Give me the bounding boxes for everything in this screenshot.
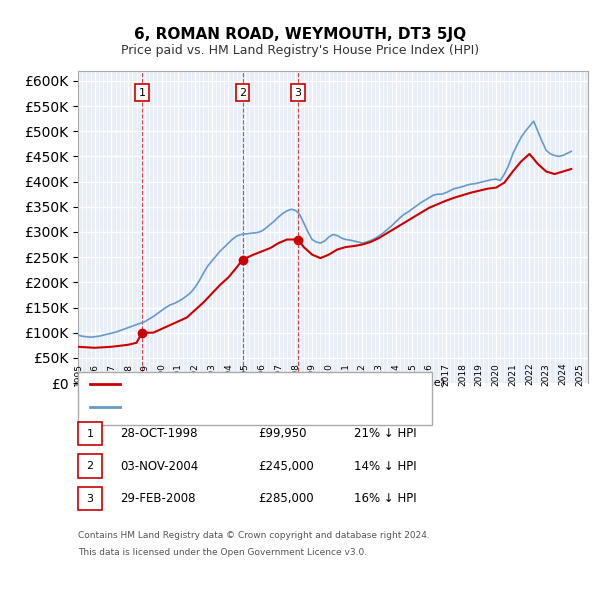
Text: 2019: 2019 <box>475 363 484 386</box>
Text: 2014: 2014 <box>391 363 400 386</box>
Text: HPI: Average price, detached house, Dorset: HPI: Average price, detached house, Dors… <box>126 402 369 412</box>
Text: 16% ↓ HPI: 16% ↓ HPI <box>354 492 416 505</box>
Text: Contains HM Land Registry data © Crown copyright and database right 2024.: Contains HM Land Registry data © Crown c… <box>78 531 430 540</box>
Text: 21% ↓ HPI: 21% ↓ HPI <box>354 427 416 440</box>
Text: 2001: 2001 <box>174 363 183 386</box>
Text: 2018: 2018 <box>458 363 467 386</box>
Text: 3: 3 <box>295 88 302 98</box>
Text: 03-NOV-2004: 03-NOV-2004 <box>120 460 198 473</box>
Text: 2007: 2007 <box>274 363 283 386</box>
Text: Price paid vs. HM Land Registry's House Price Index (HPI): Price paid vs. HM Land Registry's House … <box>121 44 479 57</box>
Text: 14% ↓ HPI: 14% ↓ HPI <box>354 460 416 473</box>
Text: 2005: 2005 <box>241 363 250 386</box>
Text: 2015: 2015 <box>408 363 417 386</box>
Text: 2002: 2002 <box>191 363 200 386</box>
Text: 2: 2 <box>239 88 246 98</box>
Text: £245,000: £245,000 <box>258 460 314 473</box>
Text: 6, ROMAN ROAD, WEYMOUTH, DT3 5JQ: 6, ROMAN ROAD, WEYMOUTH, DT3 5JQ <box>134 27 466 41</box>
Text: 2024: 2024 <box>559 363 568 385</box>
Text: 1996: 1996 <box>90 363 99 386</box>
Text: 2004: 2004 <box>224 363 233 386</box>
Text: 2: 2 <box>86 461 94 471</box>
Text: 2010: 2010 <box>325 363 334 386</box>
Text: 6, ROMAN ROAD, WEYMOUTH, DT3 5JQ (detached house): 6, ROMAN ROAD, WEYMOUTH, DT3 5JQ (detach… <box>126 379 445 388</box>
Text: 28-OCT-1998: 28-OCT-1998 <box>120 427 197 440</box>
Text: 2011: 2011 <box>341 363 350 386</box>
Text: 1: 1 <box>86 429 94 438</box>
Text: 1998: 1998 <box>124 363 133 386</box>
Text: 1997: 1997 <box>107 363 116 386</box>
Text: 1995: 1995 <box>74 363 83 386</box>
Text: 2022: 2022 <box>525 363 534 385</box>
Text: 2008: 2008 <box>291 363 300 386</box>
Text: 2020: 2020 <box>491 363 500 386</box>
Text: 2021: 2021 <box>508 363 517 386</box>
Text: £285,000: £285,000 <box>258 492 314 505</box>
Text: 2006: 2006 <box>257 363 266 386</box>
Text: 2003: 2003 <box>207 363 216 386</box>
Text: 2025: 2025 <box>575 363 584 386</box>
Text: 29-FEB-2008: 29-FEB-2008 <box>120 492 196 505</box>
Text: 1: 1 <box>139 88 146 98</box>
Text: This data is licensed under the Open Government Licence v3.0.: This data is licensed under the Open Gov… <box>78 548 367 556</box>
Text: 2012: 2012 <box>358 363 367 386</box>
Text: 2009: 2009 <box>308 363 317 386</box>
Text: £99,950: £99,950 <box>258 427 307 440</box>
Text: 1999: 1999 <box>140 363 149 386</box>
Text: 2013: 2013 <box>374 363 383 386</box>
Text: 2017: 2017 <box>442 363 451 386</box>
Text: 2000: 2000 <box>157 363 166 386</box>
Text: 2016: 2016 <box>425 363 434 386</box>
Text: 3: 3 <box>86 494 94 503</box>
Text: 2023: 2023 <box>542 363 551 386</box>
